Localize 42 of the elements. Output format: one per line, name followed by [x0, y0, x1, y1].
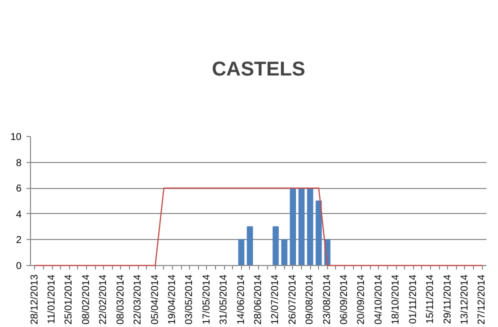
bar — [298, 188, 305, 266]
bar — [272, 226, 279, 266]
x-tick-label: 23/08/2014 — [322, 274, 333, 325]
x-tick-label: 19/04/2014 — [166, 274, 178, 325]
x-tick-label: 29/11/2014 — [442, 274, 454, 324]
x-tick-label: 05/04/2014 — [150, 274, 161, 325]
bar — [307, 188, 314, 266]
x-tick-label: 11/01/2014 — [46, 274, 58, 324]
x-tick-label: 27/12/2014 — [476, 274, 488, 325]
x-tick-label: 12/07/2014 — [270, 274, 282, 325]
y-tick-label: 4 — [16, 209, 22, 220]
x-tick-label: 28/06/2014 — [253, 274, 264, 325]
x-tick-label: 26/07/2014 — [287, 274, 298, 325]
x-tick-label: 09/08/2014 — [304, 274, 316, 325]
x-tick-label: 25/01/2014 — [64, 274, 75, 325]
x-tick-label: 18/10/2014 — [390, 274, 402, 325]
x-tick-label: 08/03/2014 — [115, 274, 126, 325]
bar — [316, 200, 322, 266]
y-tick-label: 2 — [16, 235, 22, 246]
x-tick-label: 31/05/2014 — [218, 274, 230, 325]
x-tick-label: 04/10/2014 — [373, 274, 384, 325]
chart-title: CASTELS — [212, 58, 306, 80]
x-tick-label: 28/12/2013 — [29, 274, 40, 325]
bar — [281, 239, 288, 266]
x-tick-label: 14/06/2014 — [236, 274, 247, 325]
x-tick-label: 13/12/2014 — [459, 274, 470, 325]
x-tick-label: 03/05/2014 — [184, 274, 196, 325]
x-tick-label: 06/09/2014 — [339, 274, 350, 325]
y-tick-label: 0 — [16, 261, 22, 272]
x-tick-label: 01/11/2014 — [408, 274, 419, 324]
x-tick-label: 22/03/2014 — [132, 274, 144, 325]
bar — [290, 188, 296, 266]
x-tick-label: 17/05/2014 — [201, 274, 212, 325]
x-tick-label: 15/11/2014 — [425, 274, 436, 324]
x-tick-label: 08/02/2014 — [80, 274, 92, 325]
y-tick-label: 10 — [10, 132, 22, 143]
y-tick-label: 8 — [16, 158, 22, 169]
x-tick-label: 22/02/2014 — [98, 274, 110, 325]
y-tick-label: 6 — [16, 184, 22, 195]
x-tick-label: 20/09/2014 — [356, 274, 368, 325]
bar — [238, 239, 244, 266]
bar — [246, 226, 253, 266]
